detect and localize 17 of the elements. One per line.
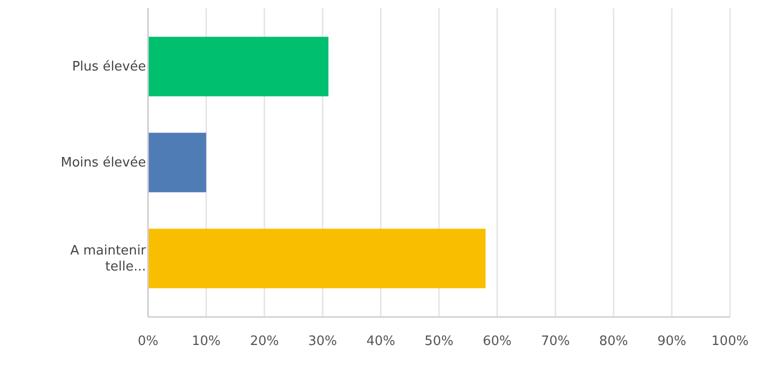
x-tick-label: 30% [308,334,338,349]
x-tick-label: 10% [192,334,221,349]
x-tick-label: 70% [540,334,570,349]
bar [148,36,328,96]
x-tick-label: 100% [711,334,749,349]
x-tick-label: 20% [250,334,279,349]
x-tick-label: 0% [138,334,158,349]
y-tick-label: A maintenir telle... [70,243,147,274]
x-tick-label: 40% [366,334,396,349]
y-tick-label: Moins élevée [60,155,146,170]
x-tick-label: 80% [599,334,628,349]
x-tick-label: 50% [424,334,454,349]
x-tick-label: 60% [482,334,512,349]
x-tick-label: 90% [657,334,686,349]
bar [148,228,486,288]
bar [148,132,206,192]
y-tick-label: Plus élevée [72,59,146,74]
